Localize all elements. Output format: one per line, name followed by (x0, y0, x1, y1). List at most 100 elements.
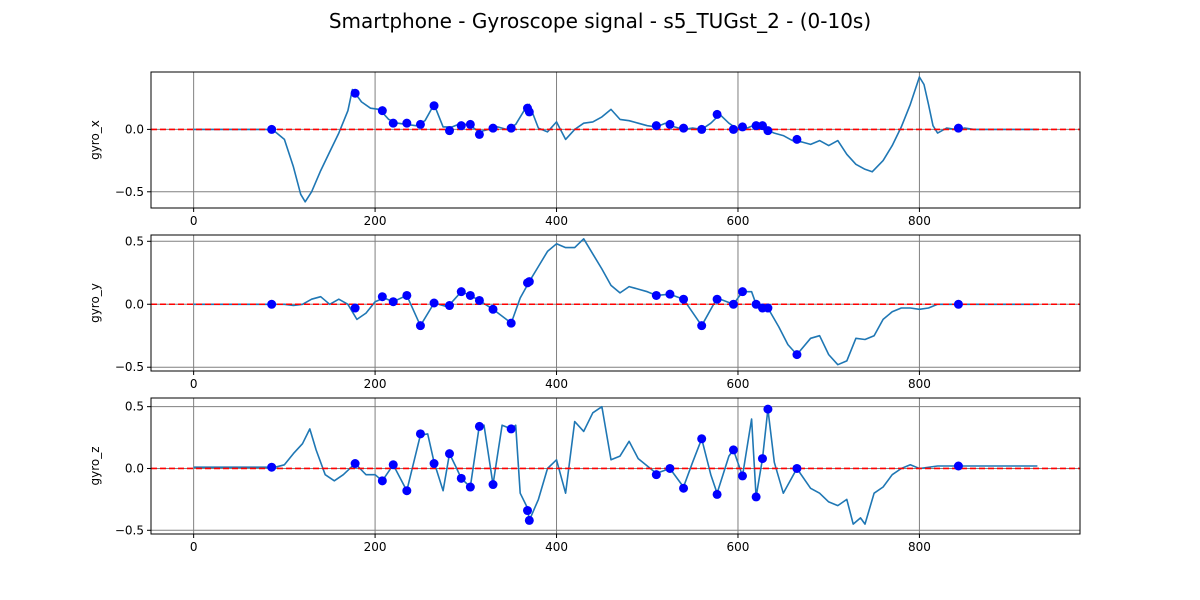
data-point (728, 124, 738, 134)
data-point (267, 124, 277, 134)
chart-title: Smartphone - Gyroscope signal - s5_TUGst… (328, 9, 872, 33)
x-tick-label: 800 (908, 540, 931, 554)
signal-line-gyro_z (193, 405, 1038, 525)
data-point (402, 118, 412, 128)
data-point (522, 506, 532, 516)
subplot-gyro_y: 0 200 400 600 800 −0.5 0.0 0.5 gyro_y (88, 234, 1081, 391)
data-point (402, 290, 412, 300)
data-point (792, 463, 802, 473)
data-point (415, 321, 425, 331)
data-point (488, 123, 498, 133)
signal-line-gyro_y (193, 238, 1038, 366)
data-point (524, 277, 534, 287)
y-tick-label: −0.5 (115, 523, 144, 537)
data-point (377, 292, 387, 302)
data-point (388, 297, 398, 307)
y-tick-label: −0.5 (115, 360, 144, 374)
y-tick-label: 0.0 (125, 297, 144, 311)
data-point (429, 101, 439, 111)
data-point (429, 298, 439, 308)
data-point (953, 299, 963, 309)
data-point (488, 480, 498, 490)
x-tick-label: 0 (190, 540, 198, 554)
x-tick-label: 800 (908, 377, 931, 391)
data-point (350, 303, 360, 313)
data-point (712, 489, 722, 499)
data-point (524, 107, 534, 117)
data-point (415, 429, 425, 439)
data-point (267, 462, 277, 472)
data-point (953, 123, 963, 133)
data-point (456, 121, 466, 131)
x-tick-label: 600 (727, 214, 750, 228)
data-point (792, 134, 802, 144)
data-point (350, 88, 360, 98)
data-point (738, 122, 748, 132)
y-tick-label: 0.5 (125, 400, 144, 414)
data-point (763, 303, 773, 313)
data-point (465, 482, 475, 492)
data-point (728, 445, 738, 455)
data-point (350, 459, 360, 469)
data-point (456, 287, 466, 297)
data-point (388, 460, 398, 470)
data-point (465, 119, 475, 129)
data-point (738, 287, 748, 297)
data-point (429, 459, 439, 469)
y-tick-label: 0.0 (125, 461, 144, 475)
x-tick-label: 800 (908, 214, 931, 228)
data-point (415, 119, 425, 129)
data-point (651, 121, 661, 131)
data-point (506, 424, 516, 434)
data-point (712, 294, 722, 304)
data-point (456, 473, 466, 483)
data-point (738, 471, 748, 481)
data-point (712, 109, 722, 119)
data-point (651, 290, 661, 300)
data-point (377, 106, 387, 116)
y-axis-label: gyro_x (88, 120, 102, 160)
x-tick-label: 200 (364, 540, 387, 554)
data-point (679, 294, 689, 304)
data-point (474, 129, 484, 139)
data-point (697, 124, 707, 134)
x-tick-label: 400 (545, 214, 568, 228)
data-point (751, 492, 761, 502)
x-tick-label: 400 (545, 377, 568, 391)
data-point (465, 290, 475, 300)
x-tick-label: 200 (364, 377, 387, 391)
data-point (665, 119, 675, 129)
x-tick-label: 400 (545, 540, 568, 554)
data-point (697, 321, 707, 331)
y-tick-label: 0.0 (125, 122, 144, 136)
data-point (757, 454, 767, 464)
data-point (506, 318, 516, 328)
axes-frame (150, 234, 1081, 372)
data-point (474, 295, 484, 305)
data-point (792, 350, 802, 360)
data-point (751, 121, 761, 131)
data-point (953, 461, 963, 471)
data-point (679, 483, 689, 493)
axes-frame (150, 397, 1081, 535)
signal-line-gyro_x (193, 76, 1038, 203)
y-tick-label: −0.5 (115, 185, 144, 199)
subplot-gyro_x: 0 200 400 600 800 −0.5 0.0 gyro_x (88, 71, 1081, 228)
data-point (388, 118, 398, 128)
data-point (267, 299, 277, 309)
x-tick-label: 0 (190, 377, 198, 391)
x-tick-label: 0 (190, 214, 198, 228)
data-point (651, 470, 661, 480)
x-tick-label: 200 (364, 214, 387, 228)
data-point (679, 123, 689, 133)
data-point (524, 515, 534, 525)
x-tick-label: 600 (727, 540, 750, 554)
axes-frame (150, 71, 1081, 209)
y-tick-label: 0.5 (125, 234, 144, 248)
data-point (444, 449, 454, 459)
subplot-gyro_z: 0 200 400 600 800 −0.5 0.0 0.5 gyro_z (88, 397, 1081, 554)
y-axis-label: gyro_y (88, 283, 102, 323)
data-point (665, 289, 675, 299)
data-point (506, 123, 516, 133)
